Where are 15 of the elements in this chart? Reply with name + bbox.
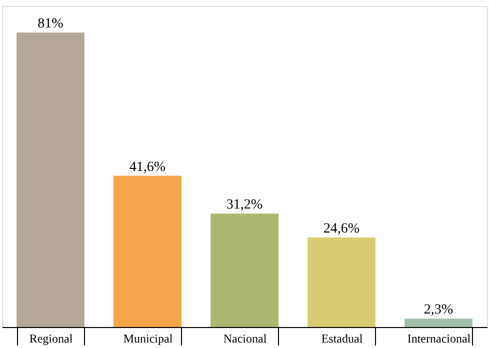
data-label: 31,2% <box>226 198 263 213</box>
data-label: 2,3% <box>424 302 454 318</box>
data-label: 24,6% <box>323 222 360 237</box>
bar <box>114 176 182 327</box>
bar <box>404 318 472 327</box>
data-label: 41,6% <box>129 160 166 175</box>
bar <box>16 32 84 327</box>
x-tick-label: Nacional <box>223 332 268 346</box>
x-tick-label: Estadual <box>321 332 364 346</box>
x-tick-label: Municipal <box>123 332 174 346</box>
bar <box>210 214 278 327</box>
x-tick-label: Internacional <box>407 332 472 346</box>
bar <box>308 238 376 327</box>
data-label: 81% <box>38 16 64 32</box>
x-tick-label: Regional <box>29 332 74 346</box>
